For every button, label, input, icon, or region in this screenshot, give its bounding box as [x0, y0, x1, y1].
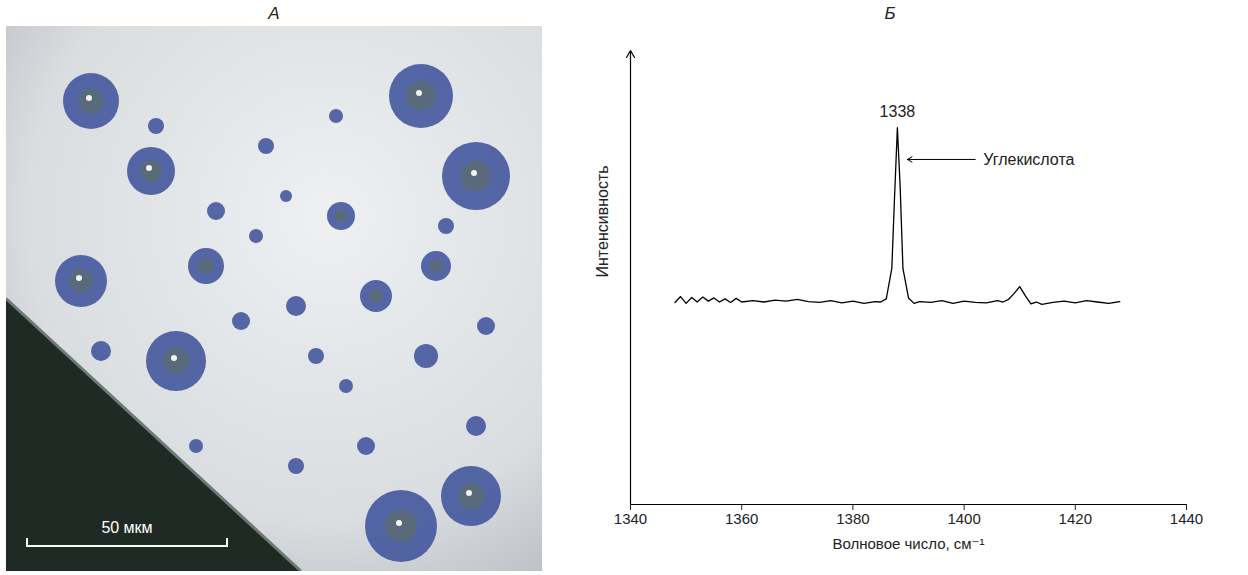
html-text:Б: Б: [884, 4, 896, 23]
svg-text:Волновое число, см⁻¹: Волновое число, см⁻¹: [832, 535, 984, 552]
svg-text:Интенсивность: Интенсивность: [594, 165, 611, 277]
svg-text:1420: 1420: [1059, 510, 1092, 527]
svg-text:1340: 1340: [614, 510, 647, 527]
svg-text:1440: 1440: [1170, 510, 1203, 527]
svg-text:50 мкм: 50 мкм: [101, 519, 152, 536]
svg-text:1360: 1360: [725, 510, 758, 527]
svg-text:Углекислота: Углекислота: [983, 151, 1074, 168]
html-text:А: А: [268, 4, 280, 23]
svg-text:1400: 1400: [947, 510, 980, 527]
svg-text:1338: 1338: [880, 103, 916, 120]
svg-text:1380: 1380: [836, 510, 869, 527]
